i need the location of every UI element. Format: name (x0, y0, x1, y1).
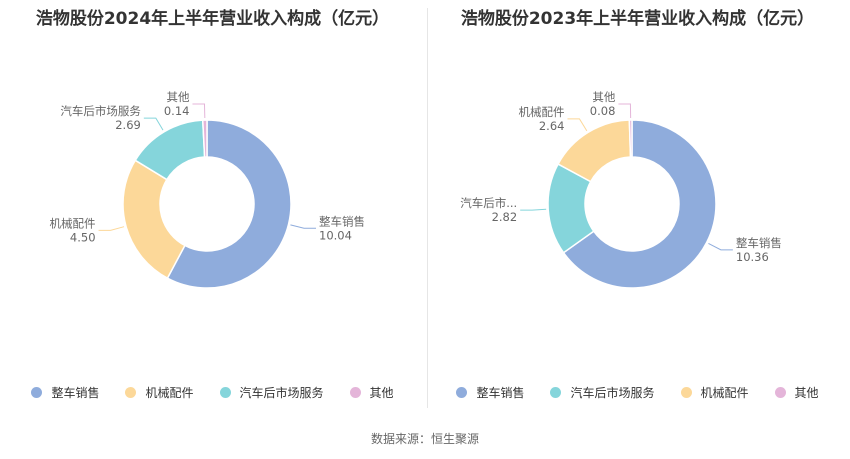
legend-item[interactable]: 汽车后市场服务 (219, 384, 324, 401)
slice-name-label-2: 汽车后市场服务 (60, 104, 141, 118)
legend-label: 其他 (369, 386, 394, 400)
legend-swatch (31, 387, 43, 398)
slice-name-label-3: 其他 (592, 90, 615, 104)
donut-slice-1 (122, 159, 186, 280)
label-leader-line-1 (98, 226, 125, 231)
slice-value-label-0: 10.04 (319, 228, 352, 242)
slice-name-label-3: 其他 (166, 90, 189, 104)
label-leader-line-3 (192, 103, 206, 119)
legend-swatch (219, 387, 231, 398)
donut-slice-3 (201, 119, 208, 158)
legend-item[interactable]: 整车销售 (456, 384, 524, 401)
data-source-note: 数据来源：恒生聚源 (370, 432, 479, 446)
donut-slice-0 (562, 119, 717, 289)
label-leader-line-0 (290, 224, 317, 229)
panel-divider (427, 8, 428, 408)
legend-label: 机械配件 (145, 386, 194, 400)
legend-2024: 整车销售 机械配件 汽车后市场服务 其他 (0, 384, 425, 401)
slice-name-label-0: 整车销售 (319, 214, 365, 228)
legend-label: 汽车后市场服务 (570, 386, 655, 400)
label-leader-line-2 (143, 117, 164, 131)
chart-title-2024: 浩物股份2024年上半年营业收入构成（亿元） (35, 9, 390, 29)
legend-label: 整车销售 (51, 386, 100, 400)
legend-item[interactable]: 整车销售 (31, 384, 99, 401)
slice-value-label-2: 2.64 (539, 119, 565, 133)
legend-item[interactable]: 机械配件 (680, 384, 749, 401)
slice-value-label-0: 10.36 (736, 250, 769, 264)
donut-slice-0 (166, 119, 292, 289)
legend-item[interactable]: 机械配件 (125, 384, 194, 401)
legend-swatch (680, 387, 692, 398)
legend-item[interactable]: 汽车后市场服务 (550, 384, 655, 401)
label-leader-line-1 (520, 208, 547, 211)
label-leader-line-3 (618, 103, 632, 119)
legend-label: 其他 (794, 386, 819, 400)
legend-2023: 整车销售 汽车后市场服务 机械配件 其他 (425, 384, 850, 401)
legend-label: 机械配件 (700, 386, 749, 400)
legend-swatch (550, 387, 562, 398)
legend-label: 汽车后市场服务 (239, 386, 324, 400)
slice-value-label-3: 0.14 (164, 104, 190, 118)
slice-name-label-1: 汽车后市... (460, 196, 517, 210)
label-leader-line-2 (567, 118, 588, 132)
legend-swatch (349, 387, 361, 398)
legend-item[interactable]: 其他 (349, 384, 394, 401)
legend-item[interactable]: 其他 (774, 384, 819, 401)
chart-panel-2024: 浩物股份2024年上半年营业收入构成（亿元） 整车销售 10.04 机械配件 4.50… (0, 0, 425, 410)
chart-panel-2023: 浩物股份2023年上半年营业收入构成（亿元） 整车销售 10.36 汽车后市... 2… (425, 0, 850, 410)
slice-value-label-1: 4.50 (70, 230, 96, 244)
slice-name-label-2: 机械配件 (518, 105, 564, 119)
donut-slice-3 (628, 119, 633, 158)
label-leader-line-0 (708, 242, 733, 251)
legend-swatch (125, 387, 137, 398)
slice-value-label-2: 2.69 (115, 118, 141, 132)
slice-value-label-1: 2.82 (492, 210, 518, 224)
chart-title-2023: 浩物股份2023年上半年营业收入构成（亿元） (460, 9, 815, 29)
slice-name-label-0: 整车销售 (736, 236, 782, 250)
slice-name-label-1: 机械配件 (50, 216, 96, 230)
legend-label: 整车销售 (476, 386, 525, 400)
legend-swatch (774, 387, 786, 398)
slice-value-label-3: 0.08 (590, 104, 616, 118)
legend-swatch (456, 387, 468, 398)
